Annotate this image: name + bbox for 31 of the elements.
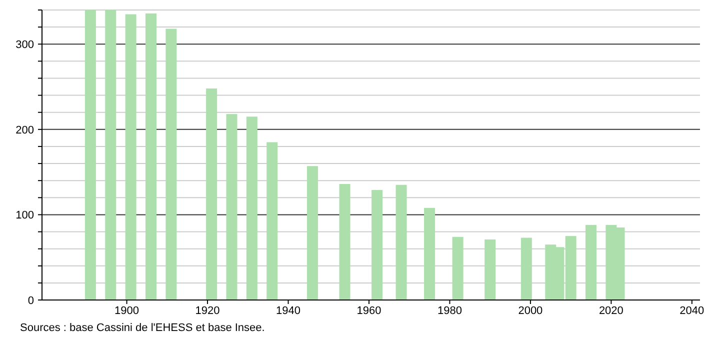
x-tick-label: 1980 xyxy=(437,305,462,317)
y-tick-label: 0 xyxy=(28,294,34,307)
bar xyxy=(226,114,238,300)
bar xyxy=(246,116,258,300)
x-tick-label: 1940 xyxy=(276,305,300,317)
source-note: Sources : base Cassini de l'EHESS et base Insee. xyxy=(20,322,265,334)
x-tick-label: 2000 xyxy=(518,305,543,317)
bar xyxy=(396,184,407,300)
y-tick-label: 200 xyxy=(16,124,34,136)
bar xyxy=(372,190,383,300)
bar xyxy=(484,239,496,300)
bar xyxy=(339,184,350,300)
x-tick-label: 1960 xyxy=(356,305,382,317)
bar xyxy=(206,88,218,300)
bar xyxy=(452,236,464,300)
bar xyxy=(166,28,177,300)
bar xyxy=(306,166,318,300)
bar xyxy=(125,14,136,300)
bar xyxy=(266,142,278,300)
bar xyxy=(84,10,96,300)
bar xyxy=(520,238,532,300)
bar xyxy=(105,10,116,300)
bar xyxy=(586,224,597,300)
y-tick-label: 100 xyxy=(16,210,34,222)
x-tick-label: 1900 xyxy=(114,305,140,317)
bar xyxy=(145,13,156,300)
bar xyxy=(424,208,436,300)
y-tick-label: 300 xyxy=(16,38,34,51)
x-tick-label: 2040 xyxy=(680,305,704,317)
x-tick-label: 2020 xyxy=(598,305,624,317)
x-tick-label: 1920 xyxy=(195,305,220,317)
